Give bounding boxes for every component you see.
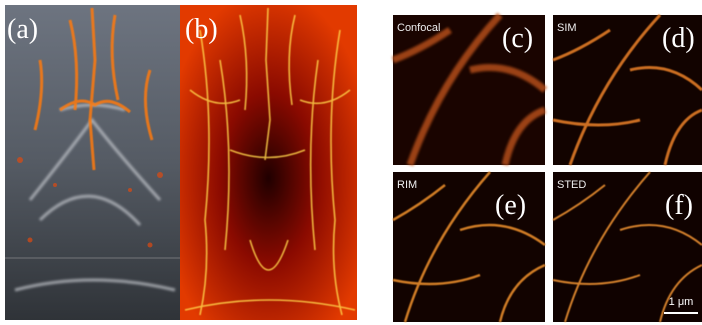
panel-d: SIM (d) (553, 15, 702, 165)
panel-a: (a) (5, 5, 180, 320)
panel-label: (d) (662, 23, 695, 54)
panel-c: Confocal (c) (393, 15, 545, 165)
method-name: Confocal (397, 22, 440, 34)
panel-f: STED (f) 1 μm (553, 172, 702, 322)
panel-b: (b) (180, 5, 357, 320)
method-name: RIM (397, 179, 417, 191)
method-name: STED (557, 179, 586, 191)
panel-label: (f) (665, 190, 693, 221)
method-name: SIM (557, 22, 577, 34)
scale-bar-label: 1 μm (669, 296, 694, 308)
figure: (a) (b) Confocal (c) (0, 0, 702, 325)
panel-label: (c) (502, 23, 533, 54)
panel-label: (e) (495, 190, 526, 221)
panel-e: RIM (e) (393, 172, 545, 322)
panel-label: (a) (7, 14, 38, 45)
panel-label: (b) (185, 14, 218, 45)
